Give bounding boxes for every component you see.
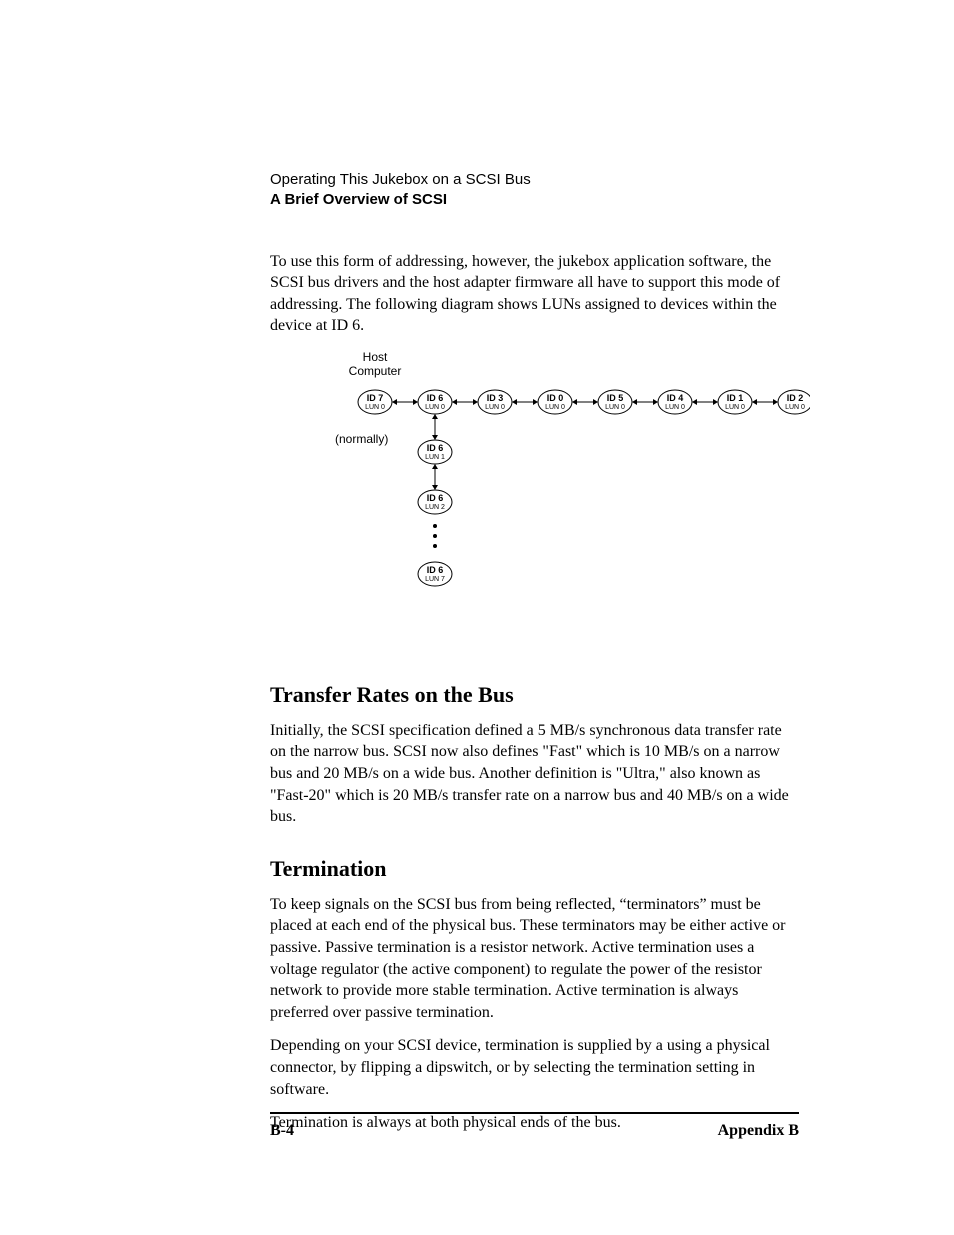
header-section: Operating This Jukebox on a SCSI Bus xyxy=(270,170,799,190)
section1-title: Transfer Rates on the Bus xyxy=(270,682,799,708)
page-number: B-4 xyxy=(270,1122,294,1140)
diagram-svg: HostComputerID 7LUN 0ID 6LUN 0ID 3LUN 0I… xyxy=(310,347,810,637)
svg-text:ID 6: ID 6 xyxy=(427,443,444,453)
svg-text:ID 7: ID 7 xyxy=(367,393,384,403)
svg-text:ID 1: ID 1 xyxy=(727,393,744,403)
svg-text:LUN 0: LUN 0 xyxy=(725,404,745,411)
section2-title: Termination xyxy=(270,856,799,882)
appendix-label: Appendix B xyxy=(718,1122,799,1140)
svg-text:LUN 0: LUN 0 xyxy=(365,404,385,411)
svg-text:Host: Host xyxy=(363,350,388,364)
page-footer: B-4 Appendix B xyxy=(270,1112,799,1140)
svg-text:LUN 0: LUN 0 xyxy=(425,404,445,411)
svg-text:LUN 0: LUN 0 xyxy=(545,404,565,411)
svg-text:ID 6: ID 6 xyxy=(427,493,444,503)
lun-diagram: HostComputerID 7LUN 0ID 6LUN 0ID 3LUN 0I… xyxy=(310,347,799,637)
section2-paragraph2: Depending on your SCSI device, terminati… xyxy=(270,1035,799,1100)
svg-text:ID 6: ID 6 xyxy=(427,393,444,403)
running-header: Operating This Jukebox on a SCSI Bus A B… xyxy=(270,170,799,211)
section1-paragraph: Initially, the SCSI specification define… xyxy=(270,720,799,828)
svg-text:LUN 0: LUN 0 xyxy=(485,404,505,411)
svg-text:LUN 1: LUN 1 xyxy=(425,454,445,461)
page: Operating This Jukebox on a SCSI Bus A B… xyxy=(0,0,954,1235)
svg-text:(normally): (normally) xyxy=(335,432,388,446)
svg-text:LUN 0: LUN 0 xyxy=(785,404,805,411)
svg-text:LUN 2: LUN 2 xyxy=(425,504,445,511)
svg-text:Computer: Computer xyxy=(349,364,402,378)
svg-text:LUN 7: LUN 7 xyxy=(425,576,445,583)
section2-paragraph1: To keep signals on the SCSI bus from bei… xyxy=(270,894,799,1024)
svg-text:ID 3: ID 3 xyxy=(487,393,504,403)
header-subsection: A Brief Overview of SCSI xyxy=(270,190,799,210)
svg-text:ID 2: ID 2 xyxy=(787,393,804,403)
svg-text:ID 4: ID 4 xyxy=(667,393,684,403)
svg-text:ID 6: ID 6 xyxy=(427,565,444,575)
svg-text:ID 5: ID 5 xyxy=(607,393,624,403)
footer-rule xyxy=(270,1112,799,1114)
svg-text:LUN 0: LUN 0 xyxy=(665,404,685,411)
svg-text:ID 0: ID 0 xyxy=(547,393,564,403)
intro-paragraph: To use this form of addressing, however,… xyxy=(270,251,799,337)
svg-text:LUN 0: LUN 0 xyxy=(605,404,625,411)
